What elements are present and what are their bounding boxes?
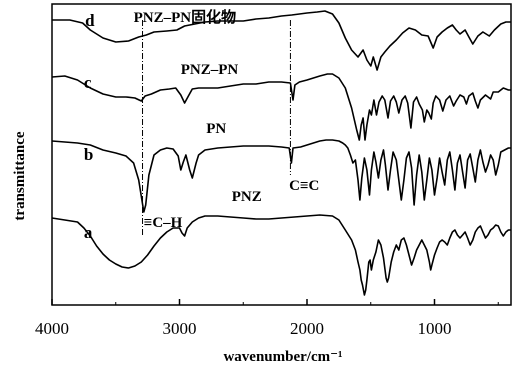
x-axis-title: wavenumber/cm⁻¹	[223, 349, 342, 365]
x-tick-label-1000: 1000	[418, 319, 452, 338]
annotation-4: PNZ	[232, 189, 262, 205]
annotation-3: C≡C	[289, 178, 319, 194]
annotation-2: PN	[206, 121, 226, 137]
series-label-c: c	[84, 73, 92, 92]
spectrum-line-d	[52, 10, 511, 71]
annotation-1: PNZ–PN	[181, 62, 239, 78]
series-label-b: b	[84, 145, 93, 164]
spectrum-line-c	[51, 73, 511, 141]
x-tick-label-2000: 2000	[290, 319, 324, 338]
y-axis-title: transmittance	[12, 131, 28, 220]
x-tick-label-4000: 4000	[35, 319, 69, 338]
plot-frame	[51, 3, 512, 306]
spectrum-line-a	[51, 214, 511, 296]
spectra	[51, 10, 511, 296]
spectrum-line-b	[51, 139, 511, 213]
series-labels: d c b a	[84, 11, 95, 242]
annotations: PNZ–PN固化物 PNZ–PN PN C≡C PNZ ≡C–H	[134, 8, 320, 231]
series-label-a: a	[84, 223, 93, 242]
annotation-0: PNZ–PN固化物	[134, 8, 237, 26]
x-axis-ticks: 4000 3000 2000 1000	[35, 299, 499, 338]
annotation-5: ≡C–H	[144, 215, 183, 231]
series-label-d: d	[85, 11, 95, 30]
x-tick-label-3000: 3000	[163, 319, 197, 338]
